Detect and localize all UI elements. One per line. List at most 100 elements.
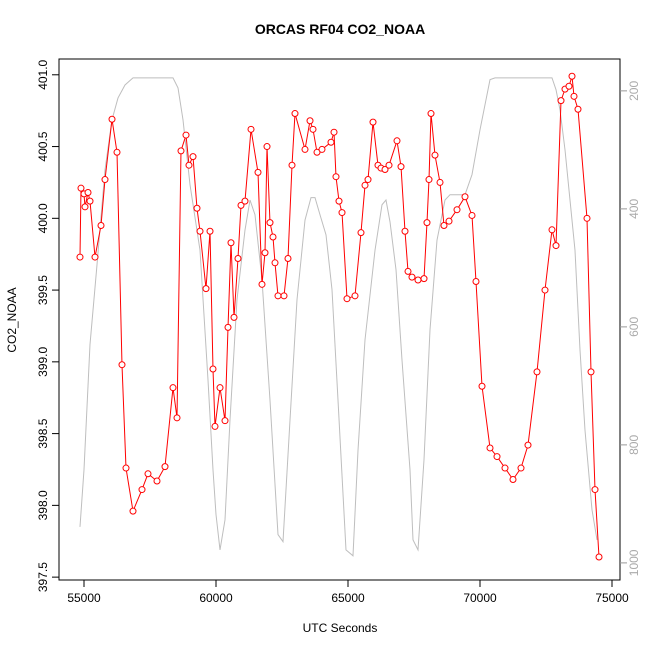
- data-point: [113, 148, 121, 156]
- data-point: [338, 209, 346, 217]
- data-point: [427, 110, 435, 118]
- data-point: [177, 147, 185, 155]
- data-point: [91, 253, 99, 261]
- data-point: [478, 382, 486, 390]
- data-point: [574, 105, 582, 113]
- data-point: [318, 145, 326, 153]
- data-point: [169, 384, 177, 392]
- data-point: [364, 176, 372, 184]
- data-point: [397, 163, 405, 171]
- data-point: [284, 255, 292, 263]
- data-point: [369, 118, 377, 126]
- data-point: [271, 259, 279, 267]
- data-point: [445, 217, 453, 225]
- data-point: [118, 361, 126, 369]
- data-point: [266, 219, 274, 227]
- data-point: [548, 226, 556, 234]
- data-point: [76, 253, 84, 261]
- data-point: [401, 227, 409, 235]
- data-point: [81, 203, 89, 211]
- data-point: [493, 453, 501, 461]
- data-point: [423, 219, 431, 227]
- data-point: [595, 553, 603, 561]
- data-point: [351, 292, 359, 300]
- data-point: [193, 204, 201, 212]
- data-point: [524, 441, 532, 449]
- data-point: [224, 323, 232, 331]
- data-point: [306, 117, 314, 125]
- data-point: [468, 211, 476, 219]
- data-point: [216, 384, 224, 392]
- data-point: [206, 227, 214, 235]
- data-point: [591, 486, 599, 494]
- data-point: [501, 464, 509, 472]
- data-point: [234, 255, 242, 263]
- y-tick-label: 399.5: [36, 275, 50, 305]
- data-point: [461, 193, 469, 201]
- data-point: [431, 151, 439, 159]
- data-point: [185, 161, 193, 169]
- data-point: [122, 464, 130, 472]
- data-point: [254, 168, 262, 176]
- y2-tick-label: 1000: [627, 549, 641, 576]
- y-tick-label: 401.0: [36, 59, 50, 89]
- data-point: [404, 267, 412, 275]
- data-point: [486, 444, 494, 452]
- data-point: [247, 125, 255, 133]
- data-point: [587, 368, 595, 376]
- y-tick-label: 400.0: [36, 203, 50, 233]
- data-point: [440, 221, 448, 229]
- x-tick-label: 70000: [463, 591, 497, 605]
- data-point: [101, 176, 109, 184]
- data-point: [173, 414, 181, 422]
- data-point: [230, 313, 238, 321]
- plot-frame: [58, 58, 621, 581]
- data-point: [196, 227, 204, 235]
- y-tick-label: 398.0: [36, 490, 50, 520]
- data-point: [570, 92, 578, 100]
- data-point: [335, 197, 343, 205]
- data-point: [557, 97, 565, 105]
- data-point: [541, 286, 549, 294]
- data-point: [361, 181, 369, 189]
- data-point: [84, 188, 92, 196]
- data-point: [280, 292, 288, 300]
- data-point: [343, 295, 351, 303]
- data-point: [209, 365, 217, 373]
- data-point: [138, 486, 146, 494]
- data-point: [301, 145, 309, 153]
- data-point: [202, 285, 210, 293]
- data-point: [565, 82, 573, 90]
- data-point: [153, 477, 161, 485]
- data-point: [227, 239, 235, 247]
- data-point: [261, 249, 269, 257]
- data-point: [381, 166, 389, 174]
- chart-title: ORCAS RF04 CO2_NOAA: [255, 21, 425, 37]
- data-point: [583, 214, 591, 222]
- data-point: [86, 197, 94, 205]
- data-point: [269, 233, 277, 241]
- data-point: [385, 161, 393, 169]
- data-point: [258, 280, 266, 288]
- data-point: [182, 131, 190, 139]
- data-point: [330, 128, 338, 136]
- y2-tick-label: 800: [627, 435, 641, 455]
- series-line: [79, 77, 598, 557]
- x-axis-label: UTC Seconds: [303, 621, 378, 635]
- data-point: [533, 368, 541, 376]
- y2-tick-label: 600: [627, 317, 641, 337]
- data-point: [97, 221, 105, 229]
- data-point: [414, 276, 422, 284]
- y-tick-label: 399.0: [36, 347, 50, 377]
- y2-tick-label: 200: [627, 81, 641, 101]
- data-point: [393, 137, 401, 145]
- data-point: [189, 153, 197, 161]
- data-point: [472, 277, 480, 285]
- data-point: [241, 197, 249, 205]
- data-point: [425, 176, 433, 184]
- data-point: [332, 173, 340, 181]
- data-point: [288, 161, 296, 169]
- data-point: [291, 110, 299, 118]
- data-point: [327, 138, 335, 146]
